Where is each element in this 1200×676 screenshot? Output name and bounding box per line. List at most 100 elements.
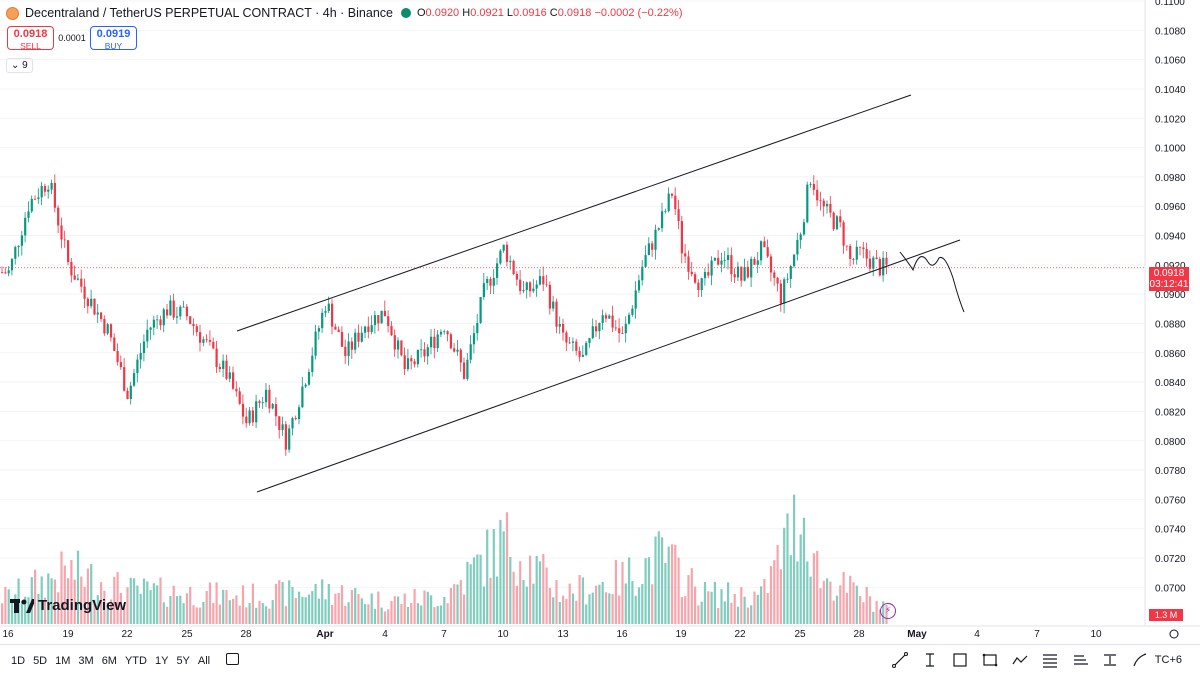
volume-bar bbox=[670, 544, 674, 624]
volume-bar bbox=[852, 582, 855, 624]
volume-bar bbox=[406, 607, 410, 624]
volume-bar bbox=[420, 605, 423, 624]
volume-bar bbox=[585, 604, 588, 624]
price-tick-label: 0.0840 bbox=[1155, 378, 1186, 389]
candle-body bbox=[591, 326, 594, 339]
candle-body bbox=[657, 228, 660, 230]
rectangle-icon[interactable] bbox=[951, 651, 969, 669]
price-change: −0.0002 (−0.22%) bbox=[594, 7, 683, 19]
path-icon[interactable] bbox=[1011, 651, 1029, 669]
tradingview-logo[interactable]: TradingView bbox=[10, 597, 126, 614]
candle-body bbox=[865, 249, 868, 259]
candle-body bbox=[690, 271, 693, 275]
symbol-title[interactable]: Decentraland / TetherUS PERPETUAL CONTRA… bbox=[25, 6, 393, 20]
candle-body bbox=[736, 266, 740, 278]
timeframe-5d[interactable]: 5D bbox=[33, 655, 48, 667]
volume-bar bbox=[489, 577, 492, 624]
timeframe-6m[interactable]: 6M bbox=[101, 655, 117, 667]
volume-bar bbox=[76, 550, 80, 624]
sell-button[interactable]: 0.0918 SELL bbox=[7, 26, 54, 51]
candle-body bbox=[502, 244, 505, 251]
timezone-label[interactable]: TC+6 bbox=[1154, 654, 1182, 666]
volume-bar bbox=[433, 607, 436, 624]
volume-bar bbox=[756, 594, 759, 624]
candle-body bbox=[552, 301, 555, 309]
volume-bar bbox=[367, 604, 370, 624]
candle-body bbox=[700, 278, 703, 291]
measure-icon[interactable] bbox=[981, 651, 999, 669]
volume-bar bbox=[479, 554, 482, 624]
candle-body bbox=[595, 326, 598, 332]
timeframe-ytd[interactable]: YTD bbox=[124, 655, 147, 667]
time-tick-label: 25 bbox=[181, 629, 193, 640]
volume-bar bbox=[766, 593, 769, 624]
gear-icon[interactable] bbox=[1169, 629, 1179, 639]
trend-line-icon[interactable] bbox=[891, 651, 909, 669]
cursor-text-icon[interactable] bbox=[921, 651, 939, 669]
candle-body bbox=[786, 278, 789, 280]
candle-body bbox=[760, 241, 763, 261]
candle-body bbox=[63, 239, 66, 241]
volume-bar bbox=[24, 596, 27, 624]
volume-bar bbox=[453, 584, 456, 624]
price-range-icon[interactable] bbox=[1101, 651, 1119, 669]
time-tick-label: 7 bbox=[1034, 629, 1040, 640]
candle-body bbox=[321, 312, 324, 329]
volume-bar bbox=[232, 598, 235, 624]
candle-body bbox=[205, 339, 208, 341]
volume-bar bbox=[133, 578, 136, 624]
fib-icon[interactable] bbox=[1041, 651, 1059, 669]
candle-body bbox=[664, 211, 667, 212]
price-tick-label: 0.1100 bbox=[1155, 0, 1185, 8]
candle-body bbox=[585, 342, 588, 355]
channel-upper-line[interactable] bbox=[236, 94, 912, 332]
candle-body bbox=[169, 300, 172, 316]
volume-bar bbox=[548, 587, 551, 624]
volume-bar bbox=[703, 582, 707, 624]
volume-bar bbox=[63, 565, 66, 624]
candle-body bbox=[324, 311, 327, 313]
candle-body bbox=[845, 245, 848, 247]
projection-path[interactable] bbox=[899, 251, 965, 313]
candle-body bbox=[608, 315, 611, 319]
candle-body bbox=[654, 229, 657, 250]
lightning-icon[interactable]: ⚡ bbox=[880, 603, 896, 619]
volume-bar bbox=[875, 600, 878, 624]
timeframe-1y[interactable]: 1Y bbox=[154, 655, 169, 667]
volume-bar bbox=[57, 592, 60, 624]
candle-body bbox=[133, 373, 136, 386]
time-tick-label: 4 bbox=[974, 629, 980, 640]
candle-body bbox=[426, 347, 429, 357]
volume-bar bbox=[459, 580, 462, 624]
timeframe-1m[interactable]: 1M bbox=[55, 655, 71, 667]
buy-button[interactable]: 0.0919 BUY bbox=[90, 26, 137, 51]
candle-body bbox=[317, 328, 320, 332]
channel-lower-line[interactable] bbox=[256, 239, 961, 493]
timeframe-1d[interactable]: 1D bbox=[11, 655, 26, 667]
price-chart[interactable]: 0.1100 0.1080 0.1060 0.1040 0.1020 0.1000 0.09… bbox=[0, 0, 1200, 644]
candle-body bbox=[456, 349, 459, 352]
candle-body bbox=[433, 336, 436, 349]
price-tick-label: 0.0980 bbox=[1155, 173, 1186, 184]
candle-body bbox=[743, 266, 746, 281]
timeframe-3m[interactable]: 3M bbox=[78, 655, 94, 667]
date-range-calendar-icon[interactable] bbox=[226, 653, 239, 665]
candle-body bbox=[740, 266, 743, 281]
candle-body bbox=[618, 328, 621, 334]
timeframe-5y[interactable]: 5Y bbox=[176, 655, 190, 667]
long-position-icon[interactable] bbox=[1071, 651, 1089, 669]
candle-body bbox=[496, 263, 499, 278]
candle-body bbox=[255, 401, 258, 423]
bottom-toolbar: 1D 5D 1M 3M 6M YTD 1Y 5Y All TC+6 bbox=[0, 644, 1200, 676]
candle-body bbox=[449, 334, 452, 349]
indicators-toggle[interactable]: ⌄ 9 bbox=[6, 58, 33, 73]
volume-bar bbox=[70, 560, 73, 624]
volume-bar bbox=[397, 596, 400, 624]
candle-body bbox=[750, 258, 753, 278]
brush-icon[interactable] bbox=[1131, 651, 1149, 669]
volume-bar bbox=[661, 537, 664, 624]
price-tick-label: 0.1040 bbox=[1155, 85, 1186, 96]
timeframe-all[interactable]: All bbox=[197, 655, 211, 667]
volume-bar bbox=[258, 600, 261, 624]
visibility-icon[interactable] bbox=[400, 8, 411, 18]
